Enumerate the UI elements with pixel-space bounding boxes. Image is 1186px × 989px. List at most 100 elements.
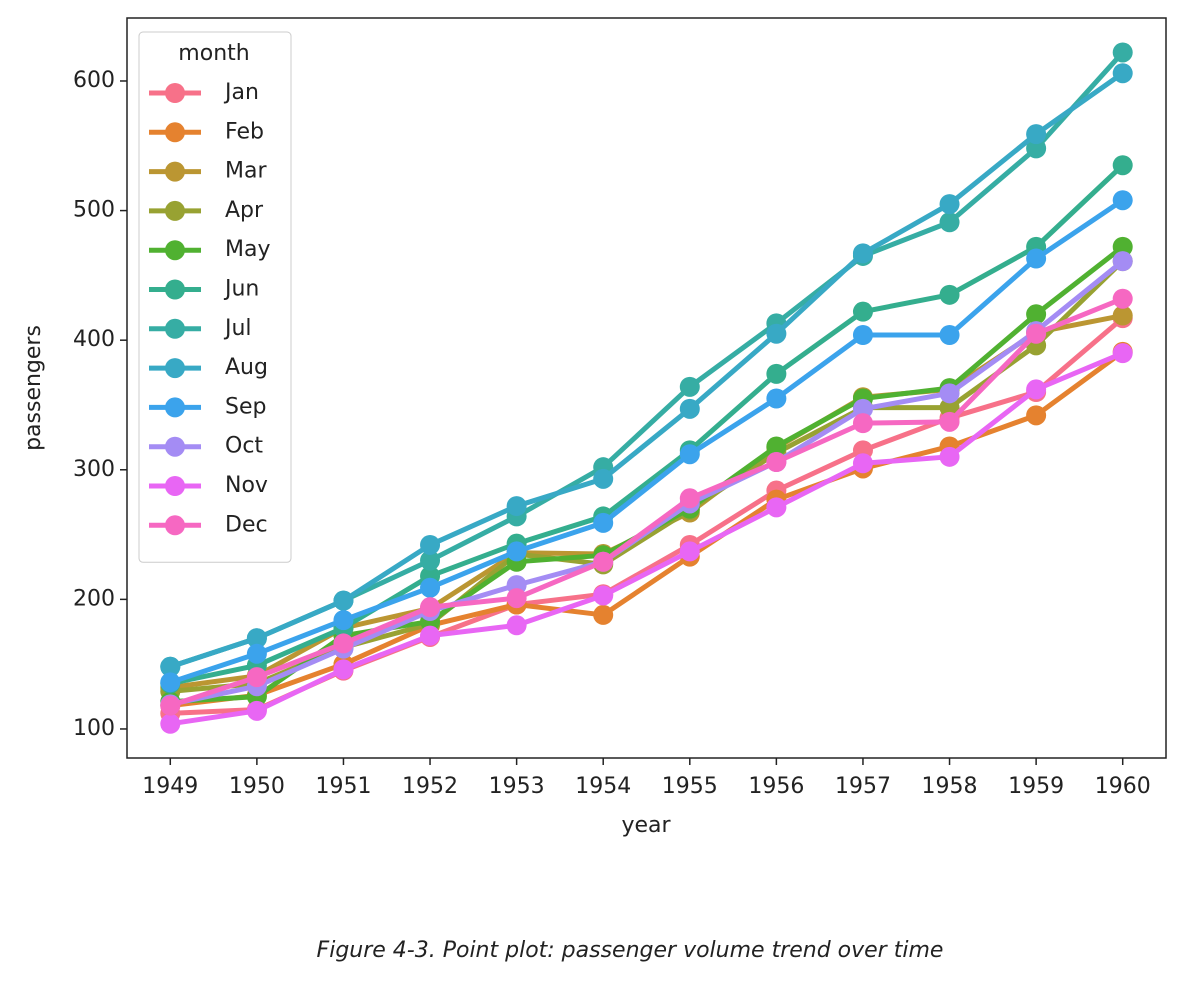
point	[1112, 236, 1133, 257]
point	[160, 695, 181, 716]
point	[1112, 190, 1133, 211]
point	[1112, 343, 1133, 364]
legend-label: Feb	[225, 119, 264, 144]
y-tick-label: 400	[73, 327, 115, 352]
y-axis-label: passengers	[21, 325, 46, 451]
y-tick-label: 500	[73, 198, 115, 223]
point	[852, 413, 873, 434]
line	[169, 198, 1125, 685]
legend-label: Sep	[225, 394, 266, 419]
line	[169, 350, 1124, 727]
point	[939, 397, 960, 418]
point	[333, 590, 354, 611]
point	[420, 577, 441, 598]
point	[679, 444, 700, 465]
point	[1112, 63, 1133, 84]
legend-marker	[165, 240, 185, 261]
point	[246, 700, 267, 721]
point	[160, 672, 181, 693]
point	[939, 324, 960, 345]
legend-label: Dec	[225, 512, 268, 537]
legend-label: Apr	[225, 198, 264, 223]
legend-label: Jul	[223, 316, 252, 341]
point	[333, 633, 354, 654]
point	[506, 496, 527, 517]
legend-label: May	[225, 237, 270, 262]
point	[1026, 248, 1047, 269]
legend-label: Oct	[225, 434, 263, 459]
point	[593, 604, 614, 625]
point	[593, 551, 614, 572]
point	[506, 541, 527, 562]
point	[506, 615, 527, 636]
legend-marker	[165, 279, 185, 300]
point	[420, 625, 441, 646]
x-tick-label: 1955	[662, 774, 718, 799]
point	[852, 324, 873, 345]
x-tick-label: 1949	[142, 774, 198, 799]
x-tick-label: 1959	[1008, 774, 1064, 799]
caption: Figure 4-3. Point plot: passenger volume…	[317, 938, 944, 963]
point	[1026, 405, 1047, 426]
point	[1112, 42, 1133, 63]
legend-marker	[165, 200, 185, 221]
point	[852, 301, 873, 322]
legend-marker	[165, 436, 185, 457]
point	[246, 643, 267, 664]
point	[1026, 379, 1047, 400]
legend-label: Jan	[223, 80, 259, 105]
line	[170, 259, 1125, 694]
point	[766, 436, 787, 457]
x-tick-label: 1953	[489, 774, 545, 799]
point	[679, 541, 700, 562]
line	[169, 296, 1124, 709]
legend-marker	[165, 397, 185, 418]
point	[939, 284, 960, 305]
legend-label: Mar	[225, 159, 267, 184]
legend-label: Jun	[223, 277, 259, 302]
x-tick-label: 1957	[835, 774, 891, 799]
point	[679, 398, 700, 419]
point	[679, 376, 700, 397]
point	[852, 243, 873, 264]
legend-marker	[165, 83, 185, 103]
point	[852, 398, 873, 419]
x-tick-label: 1960	[1095, 774, 1151, 799]
point	[420, 534, 441, 555]
point	[852, 453, 873, 474]
x-tick-label: 1954	[575, 774, 631, 799]
legend-marker	[165, 358, 185, 379]
point	[160, 713, 181, 734]
x-tick-label: 1951	[315, 774, 371, 799]
point	[766, 323, 787, 344]
point	[1112, 305, 1133, 326]
legend-title: month	[178, 41, 249, 66]
x-tick-label: 1950	[229, 774, 285, 799]
legend-label: Aug	[225, 355, 268, 380]
point	[1112, 288, 1133, 309]
legend-marker	[165, 515, 185, 536]
y-tick-label: 300	[73, 457, 115, 482]
point	[939, 446, 960, 467]
point	[1026, 138, 1047, 159]
legend-label: Nov	[225, 473, 268, 498]
x-axis-label: year	[621, 813, 671, 838]
y-tick-label: 600	[73, 68, 115, 93]
point	[766, 497, 787, 518]
y-tick-label: 100	[73, 716, 115, 741]
legend-marker	[165, 122, 185, 143]
point	[1112, 155, 1133, 176]
y-tick-label: 200	[73, 586, 115, 611]
legend-marker	[165, 318, 185, 339]
point	[939, 383, 960, 404]
x-tick-label: 1956	[748, 774, 804, 799]
point	[1026, 124, 1047, 145]
line	[169, 349, 1125, 709]
point	[1026, 304, 1047, 325]
point	[333, 659, 354, 680]
point	[593, 512, 614, 533]
point	[766, 363, 787, 384]
line	[169, 163, 1125, 687]
point	[420, 550, 441, 571]
